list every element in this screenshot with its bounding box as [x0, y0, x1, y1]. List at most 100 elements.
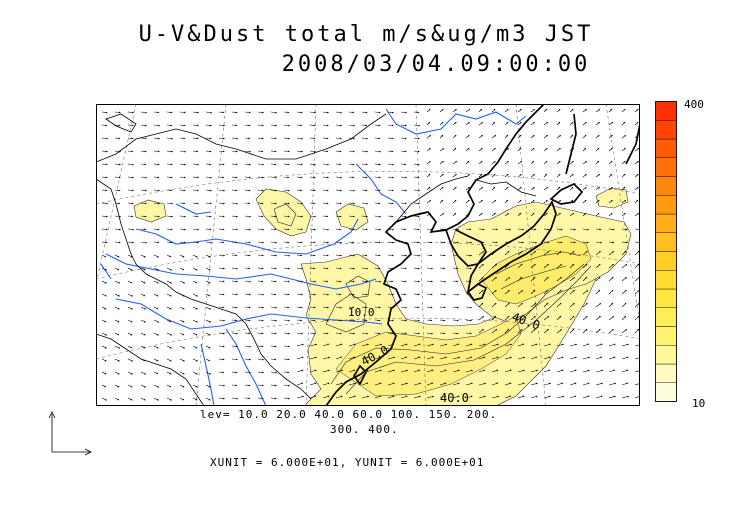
wind-arrow	[582, 395, 590, 399]
wind-arrow	[335, 369, 344, 373]
wind-arrow	[192, 189, 199, 192]
wind-arrow	[127, 163, 135, 166]
wind-arrow	[101, 254, 107, 258]
wind-arrow	[192, 319, 198, 323]
wind-arrow	[452, 173, 457, 178]
wind-arrow	[205, 345, 211, 349]
wind-arrow	[634, 186, 639, 191]
wind-arrow	[257, 293, 265, 296]
wind-arrow	[439, 332, 446, 335]
wind-arrow	[413, 111, 420, 114]
wind-arrow	[192, 332, 198, 336]
wind-arrow	[244, 254, 251, 257]
wind-arrow	[543, 160, 548, 165]
wind-arrow	[335, 254, 342, 257]
wind-arrow	[634, 328, 640, 334]
wind-arrow	[309, 176, 316, 179]
wind-arrow	[387, 137, 394, 140]
wind-arrow	[270, 215, 277, 218]
wind-arrow	[166, 280, 172, 284]
wind-arrow	[101, 345, 107, 349]
wind-arrow	[192, 358, 199, 362]
wind-arrow	[595, 212, 600, 217]
wind-arrow	[322, 124, 329, 127]
wind-arrow	[361, 395, 370, 399]
wind-arrow	[426, 199, 432, 204]
wind-arrow	[127, 215, 134, 218]
wind-arrow	[205, 319, 211, 323]
wind-arrow	[621, 382, 629, 386]
wind-arrow	[543, 289, 549, 295]
wind-arrow	[335, 163, 342, 166]
wind-arrow	[517, 108, 522, 113]
wind-arrow	[153, 332, 159, 336]
wind-arrow	[192, 293, 199, 297]
wind-arrow	[543, 263, 549, 269]
wind-arrow	[153, 189, 161, 192]
wind-arrow	[439, 254, 446, 257]
wind-arrow	[543, 121, 549, 126]
wind-arrow	[465, 186, 470, 191]
wind-arrow	[439, 173, 444, 178]
wind-arrow	[309, 382, 317, 386]
wind-arrow	[621, 160, 626, 165]
wind-arrow	[283, 267, 290, 270]
wind-arrow	[283, 306, 290, 309]
wind-arrow	[465, 121, 470, 126]
wind-arrow	[439, 382, 447, 386]
wind-arrow	[153, 306, 159, 310]
wind-arrow	[517, 134, 522, 139]
wind-arrow	[478, 316, 485, 321]
wind-arrow	[218, 137, 225, 140]
wind-arrow	[322, 332, 329, 335]
wind-arrow	[166, 163, 173, 166]
wind-arrow	[205, 267, 211, 271]
wind-arrow	[205, 280, 211, 284]
wind-arrow	[543, 147, 548, 152]
wind-arrow	[114, 280, 121, 284]
wind-arrow	[530, 289, 536, 295]
wind-arrow	[192, 176, 199, 179]
colorbar-min-label: 10	[692, 397, 706, 410]
wind-arrow	[413, 356, 421, 360]
wind-arrow	[218, 332, 225, 335]
wind-arrow	[426, 356, 434, 360]
wind-arrow	[244, 111, 251, 114]
wind-arrow	[569, 108, 574, 113]
wind-arrow	[530, 241, 538, 244]
wind-arrow	[582, 186, 587, 191]
wind-arrow	[270, 202, 277, 205]
wind-arrow	[114, 215, 122, 218]
wind-arrow	[283, 241, 290, 244]
wind-arrow	[296, 280, 303, 283]
wind-arrow	[179, 137, 186, 140]
wind-arrow	[322, 150, 329, 153]
wind-arrow	[296, 137, 304, 140]
wind-arrow	[426, 147, 431, 152]
wind-arrow	[114, 358, 120, 362]
wind-arrow	[621, 343, 629, 347]
wind-arrow	[595, 343, 603, 347]
wind-arrow	[413, 228, 420, 231]
wind-arrow	[257, 215, 264, 218]
wind-arrow	[582, 302, 588, 308]
wind-arrow	[387, 306, 394, 309]
wind-arrow	[595, 241, 603, 244]
wind-arrow	[478, 263, 484, 269]
wind-arrow	[205, 384, 211, 388]
wind-arrow	[374, 163, 381, 166]
wind-arrow	[322, 202, 329, 205]
wind-arrow	[621, 369, 629, 373]
wind-arrow	[634, 199, 639, 204]
wind-arrow	[309, 124, 316, 127]
wind-arrow	[491, 228, 498, 231]
wind-arrow	[621, 264, 628, 269]
wind-arrow	[426, 121, 431, 126]
wind-arrow	[556, 382, 564, 386]
wind-arrow	[400, 254, 407, 257]
wind-arrow	[114, 319, 120, 323]
wind-arrow	[465, 319, 472, 322]
wind-arrow	[361, 254, 368, 257]
wind-arrow	[296, 215, 303, 218]
wind-arrow	[231, 280, 238, 283]
